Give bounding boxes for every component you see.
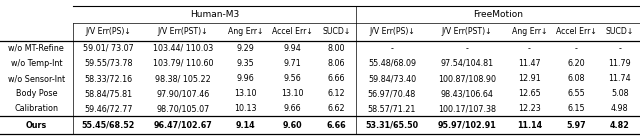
Text: 97.90/107.46: 97.90/107.46 <box>156 89 210 98</box>
Text: 98.70/105.07: 98.70/105.07 <box>156 104 210 113</box>
Text: 9.96: 9.96 <box>237 74 255 83</box>
Text: -: - <box>575 44 578 53</box>
Text: J/V Err(PST)↓: J/V Err(PST)↓ <box>157 27 208 36</box>
Text: 55.45/68.52: 55.45/68.52 <box>81 120 135 130</box>
Text: Ours: Ours <box>26 120 47 130</box>
Text: SUCD↓: SUCD↓ <box>322 27 351 36</box>
Text: 56.97/70.48: 56.97/70.48 <box>368 89 416 98</box>
Text: 103.79/ 110.60: 103.79/ 110.60 <box>153 59 213 68</box>
Text: 6.15: 6.15 <box>568 104 585 113</box>
Text: 59.55/73.78: 59.55/73.78 <box>84 59 132 68</box>
Text: 98.43/106.64: 98.43/106.64 <box>440 89 493 98</box>
Text: 8.00: 8.00 <box>328 44 345 53</box>
Text: J/V Err(PS)↓: J/V Err(PS)↓ <box>369 27 415 36</box>
Text: w/o MT-Refine: w/o MT-Refine <box>8 44 64 53</box>
Text: Body Pose: Body Pose <box>15 89 57 98</box>
Text: 9.35: 9.35 <box>237 59 255 68</box>
Text: 9.29: 9.29 <box>237 44 255 53</box>
Text: w/o Sensor-Int: w/o Sensor-Int <box>8 74 65 83</box>
Text: 97.54/104.81: 97.54/104.81 <box>440 59 493 68</box>
Text: Human-M3: Human-M3 <box>190 10 239 18</box>
Text: 5.97: 5.97 <box>566 120 586 130</box>
Text: 9.66: 9.66 <box>284 104 301 113</box>
Text: -: - <box>390 44 394 53</box>
Text: 4.98: 4.98 <box>611 104 628 113</box>
Text: 100.17/107.38: 100.17/107.38 <box>438 104 496 113</box>
Text: 10.13: 10.13 <box>234 104 257 113</box>
Text: -: - <box>465 44 468 53</box>
Text: 11.79: 11.79 <box>609 59 631 68</box>
Text: 8.06: 8.06 <box>328 59 345 68</box>
Text: J/V Err(PST)↓: J/V Err(PST)↓ <box>442 27 492 36</box>
Text: w/o Temp-Int: w/o Temp-Int <box>11 59 62 68</box>
Text: 59.46/72.77: 59.46/72.77 <box>84 104 132 113</box>
Text: 103.44/ 110.03: 103.44/ 110.03 <box>153 44 213 53</box>
Text: 9.60: 9.60 <box>283 120 303 130</box>
Text: Ang Err↓: Ang Err↓ <box>511 27 547 36</box>
Text: 6.66: 6.66 <box>328 74 345 83</box>
Text: 55.48/68.09: 55.48/68.09 <box>368 59 416 68</box>
Text: 98.38/ 105.22: 98.38/ 105.22 <box>155 74 211 83</box>
Text: 5.08: 5.08 <box>611 89 628 98</box>
Text: 12.23: 12.23 <box>518 104 541 113</box>
Text: 11.74: 11.74 <box>609 74 631 83</box>
Text: 95.97/102.91: 95.97/102.91 <box>437 120 496 130</box>
Text: 12.91: 12.91 <box>518 74 541 83</box>
Text: 6.62: 6.62 <box>328 104 345 113</box>
Text: 58.57/71.21: 58.57/71.21 <box>368 104 416 113</box>
Text: 6.66: 6.66 <box>326 120 346 130</box>
Text: SUCD↓: SUCD↓ <box>605 27 634 36</box>
Text: 13.10: 13.10 <box>282 89 304 98</box>
Text: 58.33/72.16: 58.33/72.16 <box>84 74 132 83</box>
Text: -: - <box>528 44 531 53</box>
Text: 11.14: 11.14 <box>516 120 542 130</box>
Text: 6.55: 6.55 <box>568 89 585 98</box>
Text: 9.56: 9.56 <box>284 74 301 83</box>
Text: FreeMotion: FreeMotion <box>473 10 523 18</box>
Text: 4.82: 4.82 <box>610 120 630 130</box>
Text: 100.87/108.90: 100.87/108.90 <box>438 74 496 83</box>
Text: 13.10: 13.10 <box>234 89 257 98</box>
Text: 59.84/73.40: 59.84/73.40 <box>368 74 416 83</box>
Text: 9.94: 9.94 <box>284 44 301 53</box>
Text: 59.01/ 73.07: 59.01/ 73.07 <box>83 44 134 53</box>
Text: Accel Err↓: Accel Err↓ <box>272 27 313 36</box>
Text: -: - <box>618 44 621 53</box>
Text: Calibration: Calibration <box>14 104 58 113</box>
Text: 9.14: 9.14 <box>236 120 255 130</box>
Text: 6.20: 6.20 <box>568 59 585 68</box>
Text: Accel Err↓: Accel Err↓ <box>556 27 596 36</box>
Text: 9.71: 9.71 <box>284 59 301 68</box>
Text: 96.47/102.67: 96.47/102.67 <box>154 120 212 130</box>
Text: 6.12: 6.12 <box>328 89 345 98</box>
Text: 58.84/75.81: 58.84/75.81 <box>84 89 132 98</box>
Text: Ang Err↓: Ang Err↓ <box>228 27 264 36</box>
Text: 11.47: 11.47 <box>518 59 541 68</box>
Text: 12.65: 12.65 <box>518 89 541 98</box>
Text: J/V Err(PS)↓: J/V Err(PS)↓ <box>85 27 131 36</box>
Text: 6.08: 6.08 <box>568 74 585 83</box>
Text: 53.31/65.50: 53.31/65.50 <box>365 120 419 130</box>
